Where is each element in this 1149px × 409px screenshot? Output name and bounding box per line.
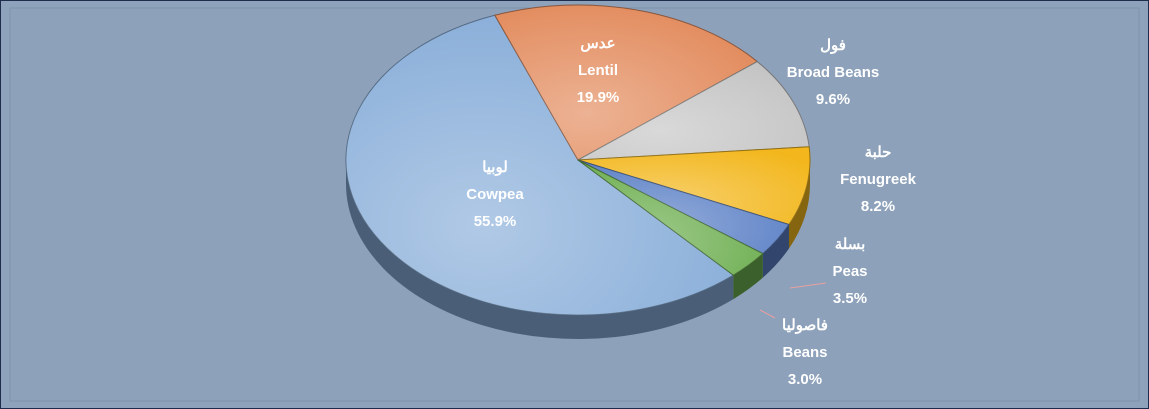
slice-highlight xyxy=(346,15,734,315)
label-arabic: بسلة xyxy=(835,236,866,253)
label-arabic: حلبة xyxy=(865,144,892,161)
slice-highlight xyxy=(578,160,763,276)
leader-line xyxy=(759,309,776,319)
leader-line xyxy=(789,282,827,289)
label-arabic: عدس xyxy=(580,35,615,52)
label-arabic: فول xyxy=(820,37,846,54)
label-name: Lentil xyxy=(578,62,618,79)
value-label: 55.9% xyxy=(474,213,517,230)
slice-side xyxy=(788,160,810,249)
label-arabic: فاصوليا xyxy=(782,317,828,334)
slice-highlight xyxy=(578,160,789,254)
slice-highlight xyxy=(578,146,811,225)
label-name: Cowpea xyxy=(466,186,524,203)
label-name: Beans xyxy=(782,344,827,361)
value-label: 3.5% xyxy=(833,290,867,307)
value-label: 9.6% xyxy=(816,91,850,108)
value-label: 19.9% xyxy=(577,89,620,106)
value-label: 3.0% xyxy=(788,371,822,388)
slice-side xyxy=(733,253,763,300)
label-name: Peas xyxy=(832,263,867,280)
slice-highlight xyxy=(494,5,758,161)
label-name: Broad Beans xyxy=(787,64,880,81)
slice-highlight xyxy=(578,61,810,160)
value-label: 8.2% xyxy=(861,198,895,215)
slice-side xyxy=(762,224,789,278)
slice-side xyxy=(346,160,734,340)
label-arabic: لوبيا xyxy=(482,159,508,176)
label-name: Fenugreek xyxy=(840,171,917,188)
